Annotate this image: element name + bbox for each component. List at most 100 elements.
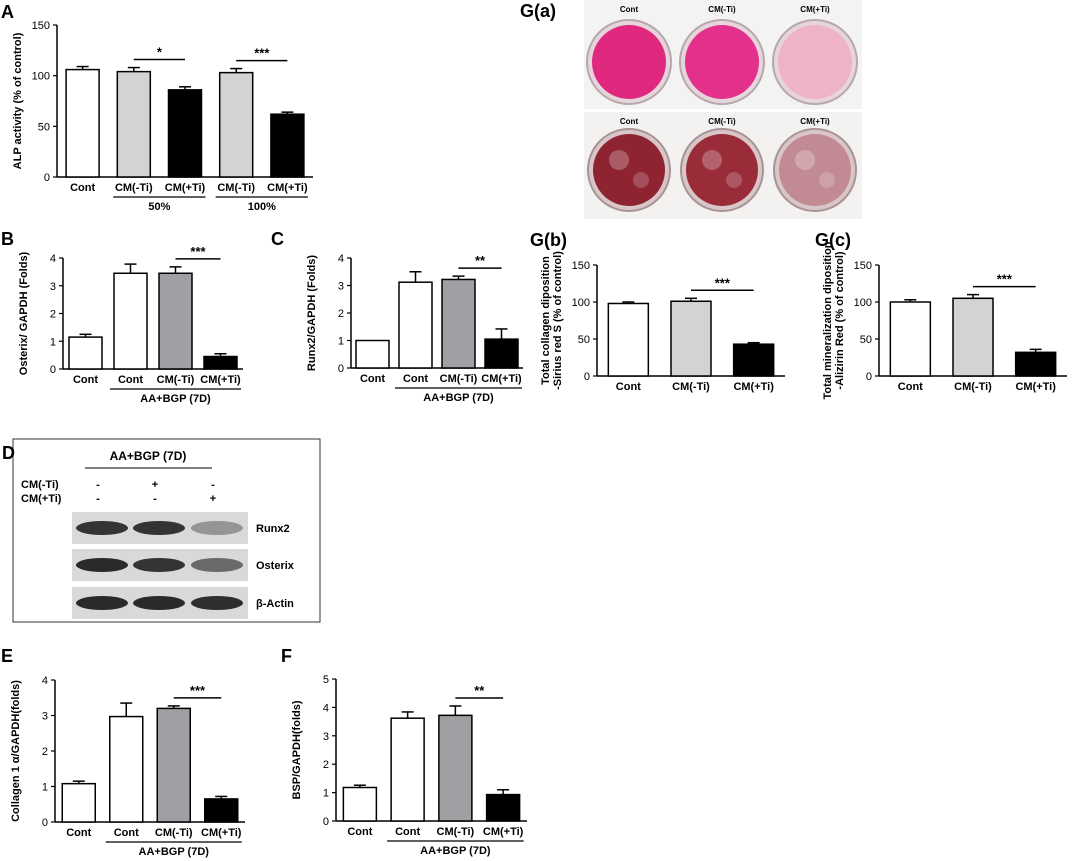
chart-a: A 0 50 100 150 ALP activity (% of control) Con…: [1, 2, 313, 213]
chart-gb: G(b) 0 50 100 150 Total collagen diposition -S…: [530, 230, 785, 393]
y-tick-label: 1: [50, 336, 56, 348]
x-tick-label: CM(+Ti): [481, 373, 522, 385]
chart-f: F 0 1 2 3 4 5 BSP/GAPDH(folds) Cont Cont CM(-Ti) CM…: [281, 646, 527, 857]
blot-sign: +: [210, 493, 216, 505]
bar: [113, 272, 148, 370]
panel-label: C: [271, 229, 284, 249]
photo-dishes: Cont CM(-Ti) CM(+Ti) Cont CM(-Ti) CM(+Ti): [586, 5, 858, 212]
dish-stain: [779, 134, 851, 206]
x-tick-label: Cont: [898, 381, 923, 393]
group-label: AA+BGP (7D): [140, 393, 211, 405]
y-axis-title: BSP/GAPDH(folds): [291, 700, 303, 799]
blot-row-label-1: CM(-Ti): [21, 479, 59, 491]
panel-label: G(b): [530, 230, 567, 250]
y-tick-label: 100: [572, 297, 590, 309]
x-tick-label: CM(-Ti): [115, 182, 153, 194]
y-tick-label: 0: [866, 371, 872, 383]
y-tick-label: 1: [42, 782, 48, 794]
panel-label: F: [281, 646, 292, 666]
x-tick-label: CM(+Ti): [267, 182, 308, 194]
bar: [889, 301, 932, 377]
x-tick-label: Cont: [347, 826, 372, 838]
blot-band-label: Runx2: [256, 523, 290, 535]
y-tick-label: 50: [38, 121, 50, 133]
panel-label-d: D: [2, 443, 15, 463]
y-tick-label: 100: [32, 71, 50, 83]
y-axis-title: -Alizirin Red (% of control): [834, 251, 846, 389]
bar: [167, 89, 203, 178]
blot-band-label: Osterix: [256, 560, 295, 572]
y-tick-label: 150: [572, 260, 590, 272]
blot-band: [133, 521, 185, 535]
dish-label: CM(+Ti): [800, 5, 830, 14]
chart-b: B 0 1 2 3 4 Osterix/ GAPDH (Folds) Cont Cont CM(-…: [1, 229, 243, 405]
dish-texture: [795, 150, 815, 170]
y-tick-label: 2: [323, 759, 329, 771]
y-tick-label: 4: [50, 253, 56, 265]
significance-marker: ***: [997, 272, 1013, 287]
y-axis-title: Collagen 1 α/GAPDH(folds): [10, 680, 22, 822]
blot-signs: - + - - - +: [96, 479, 216, 505]
y-tick-label: 2: [338, 308, 344, 320]
y-tick-label: 0: [44, 172, 50, 184]
x-tick-label: CM(+Ti): [483, 826, 524, 838]
y-tick-label: 0: [584, 371, 590, 383]
significance-marker: ***: [254, 46, 270, 61]
bar: [952, 297, 994, 377]
x-tick-label: CM(-Ti): [672, 381, 710, 393]
y-tick-label: 150: [32, 20, 50, 32]
dish-texture: [609, 150, 629, 170]
bar: [65, 68, 100, 178]
panel-label: E: [1, 646, 13, 666]
y-tick-label: 50: [860, 334, 872, 346]
significance-marker: ***: [190, 244, 206, 259]
y-tick-label: 4: [323, 702, 329, 714]
y-tick-label: 2: [42, 746, 48, 758]
dish-stain: [592, 25, 666, 99]
bar: [342, 786, 378, 822]
bar: [156, 707, 191, 823]
bar: [398, 281, 433, 369]
bar: [438, 714, 473, 822]
blot-frame: [12, 438, 321, 623]
y-axis-title: Total collagen diposition: [540, 256, 552, 385]
bar: [390, 717, 425, 822]
x-tick-label: Cont: [395, 826, 420, 838]
bar: [441, 278, 476, 369]
x-tick-label: CM(-Ti): [217, 182, 255, 194]
bar: [1014, 351, 1057, 377]
dish-texture: [819, 172, 835, 188]
western-blot-panel: D AA+BGP (7D) CM(-Ti) CM(+Ti) - + - - - + Run…: [2, 438, 321, 623]
bar: [607, 302, 650, 377]
bar: [270, 113, 305, 178]
blot-sign: +: [152, 479, 158, 491]
y-tick-label: 3: [338, 281, 344, 293]
y-tick-label: 0: [323, 816, 329, 828]
y-axis-title: ALP activity (% of control): [12, 32, 24, 169]
blot-band: [133, 558, 185, 572]
significance-marker: *: [157, 45, 163, 60]
bar: [203, 355, 238, 370]
y-tick-label: 2: [50, 309, 56, 321]
y-tick-label: 0: [50, 364, 56, 376]
dish-texture: [702, 150, 722, 170]
dish-label: CM(-Ti): [708, 117, 736, 126]
culture-dish-photos-panel: G(a) Cont CM(-Ti) CM(+Ti) Cont CM(-Ti) CM(+Ti…: [520, 0, 862, 219]
y-tick-label: 150: [854, 260, 872, 272]
x-tick-label: CM(+Ti): [165, 182, 206, 194]
x-tick-label: Cont: [66, 827, 91, 839]
x-tick-label: Cont: [616, 381, 641, 393]
blot-band: [191, 596, 243, 610]
panel-label: G(c): [815, 230, 851, 250]
blot-band: [191, 521, 243, 535]
y-tick-label: 0: [338, 363, 344, 375]
y-tick-label: 4: [338, 253, 344, 265]
bar: [484, 338, 519, 369]
y-axis-title: Runx2/GAPDH (Folds): [306, 255, 318, 371]
group-label: AA+BGP (7D): [420, 845, 491, 857]
blot-sign: -: [153, 493, 157, 505]
chart-c: C 0 1 2 3 4 Runx2/GAPDH (Folds) Cont Cont CM(-Ti)…: [271, 229, 523, 404]
bar: [204, 798, 239, 823]
bar: [485, 793, 521, 822]
blot-bands: Runx2 Osterix β-Actin: [72, 512, 295, 619]
